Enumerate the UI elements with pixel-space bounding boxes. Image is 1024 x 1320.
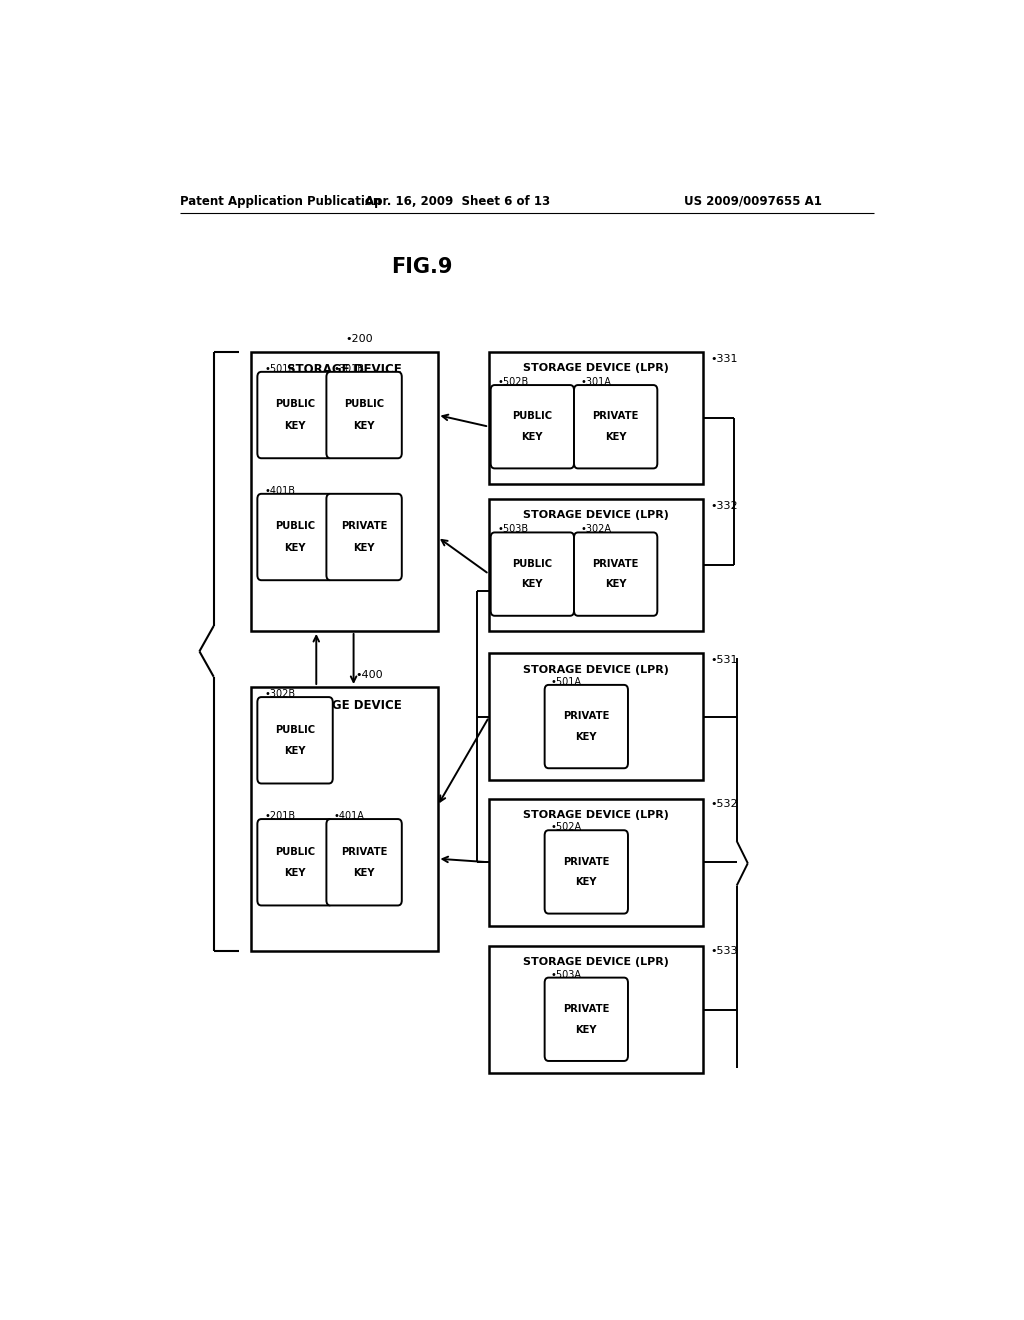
Text: •400: •400 (355, 669, 383, 680)
FancyBboxPatch shape (490, 532, 574, 615)
Bar (489, 653, 703, 780)
Text: •401A: •401A (334, 810, 365, 821)
FancyBboxPatch shape (327, 818, 401, 906)
Text: •201B: •201B (264, 810, 296, 821)
Bar (251, 351, 437, 631)
Text: •401B: •401B (264, 486, 296, 496)
Text: Patent Application Publication: Patent Application Publication (179, 194, 381, 207)
FancyBboxPatch shape (257, 818, 333, 906)
Text: KEY: KEY (521, 579, 543, 589)
Text: STORAGE DEVICE (LPR): STORAGE DEVICE (LPR) (523, 363, 669, 372)
Text: •501A: •501A (551, 677, 582, 686)
Text: •533: •533 (711, 946, 738, 956)
Text: FIG.9: FIG.9 (391, 257, 453, 277)
Text: PUBLIC: PUBLIC (275, 846, 315, 857)
Text: KEY: KEY (353, 421, 375, 430)
Text: STORAGE DEVICE (LPR): STORAGE DEVICE (LPR) (523, 665, 669, 675)
Text: KEY: KEY (353, 869, 375, 878)
Text: STORAGE DEVICE: STORAGE DEVICE (287, 363, 401, 376)
Bar (489, 799, 703, 925)
FancyBboxPatch shape (545, 830, 628, 913)
FancyBboxPatch shape (327, 494, 401, 581)
Text: PRIVATE: PRIVATE (563, 1005, 609, 1014)
Text: KEY: KEY (353, 543, 375, 553)
Text: PRIVATE: PRIVATE (341, 846, 387, 857)
Bar (251, 686, 437, 952)
FancyBboxPatch shape (257, 697, 333, 784)
Text: •532: •532 (711, 799, 738, 809)
Text: KEY: KEY (285, 543, 306, 553)
Text: KEY: KEY (521, 432, 543, 442)
Text: PRIVATE: PRIVATE (563, 857, 609, 867)
Text: •200: •200 (345, 334, 373, 345)
Text: PRIVATE: PRIVATE (341, 521, 387, 532)
FancyBboxPatch shape (545, 978, 628, 1061)
Text: US 2009/0097655 A1: US 2009/0097655 A1 (684, 194, 821, 207)
Text: STORAGE DEVICE (LPR): STORAGE DEVICE (LPR) (523, 957, 669, 968)
Text: PUBLIC: PUBLIC (275, 400, 315, 409)
Text: PRIVATE: PRIVATE (593, 412, 639, 421)
Text: •302A: •302A (581, 524, 611, 535)
Text: •503A: •503A (551, 970, 582, 979)
Text: KEY: KEY (575, 731, 597, 742)
Text: PUBLIC: PUBLIC (275, 521, 315, 532)
Text: STORAGE DEVICE (LPR): STORAGE DEVICE (LPR) (523, 510, 669, 520)
FancyBboxPatch shape (490, 385, 574, 469)
Text: PUBLIC: PUBLIC (344, 400, 384, 409)
Text: KEY: KEY (285, 421, 306, 430)
Text: •501B: •501B (264, 364, 296, 374)
Text: PUBLIC: PUBLIC (512, 558, 552, 569)
Text: KEY: KEY (605, 579, 627, 589)
Text: •502B: •502B (497, 378, 528, 387)
Text: PUBLIC: PUBLIC (275, 725, 315, 735)
Text: KEY: KEY (285, 869, 306, 878)
Text: PRIVATE: PRIVATE (563, 711, 609, 721)
Text: KEY: KEY (605, 432, 627, 442)
Text: KEY: KEY (575, 878, 597, 887)
FancyBboxPatch shape (545, 685, 628, 768)
FancyBboxPatch shape (327, 372, 401, 458)
Text: STORAGE DEVICE: STORAGE DEVICE (287, 698, 401, 711)
Text: Apr. 16, 2009  Sheet 6 of 13: Apr. 16, 2009 Sheet 6 of 13 (365, 194, 550, 207)
Text: •301B: •301B (334, 364, 365, 374)
Text: •503B: •503B (497, 524, 528, 535)
Text: •502A: •502A (551, 822, 582, 833)
Text: PRIVATE: PRIVATE (593, 558, 639, 569)
Text: STORAGE DEVICE (LPR): STORAGE DEVICE (LPR) (523, 810, 669, 820)
Text: •302B: •302B (264, 689, 296, 700)
Text: KEY: KEY (575, 1024, 597, 1035)
Text: •301A: •301A (581, 378, 611, 387)
FancyBboxPatch shape (257, 494, 333, 581)
FancyBboxPatch shape (574, 385, 657, 469)
Bar (489, 499, 703, 631)
Text: PUBLIC: PUBLIC (512, 412, 552, 421)
Text: •332: •332 (711, 502, 738, 511)
Text: •331: •331 (711, 354, 738, 364)
Bar (489, 946, 703, 1073)
FancyBboxPatch shape (257, 372, 333, 458)
FancyBboxPatch shape (574, 532, 657, 615)
Bar (489, 351, 703, 483)
Text: •531: •531 (711, 655, 738, 664)
Text: KEY: KEY (285, 746, 306, 756)
